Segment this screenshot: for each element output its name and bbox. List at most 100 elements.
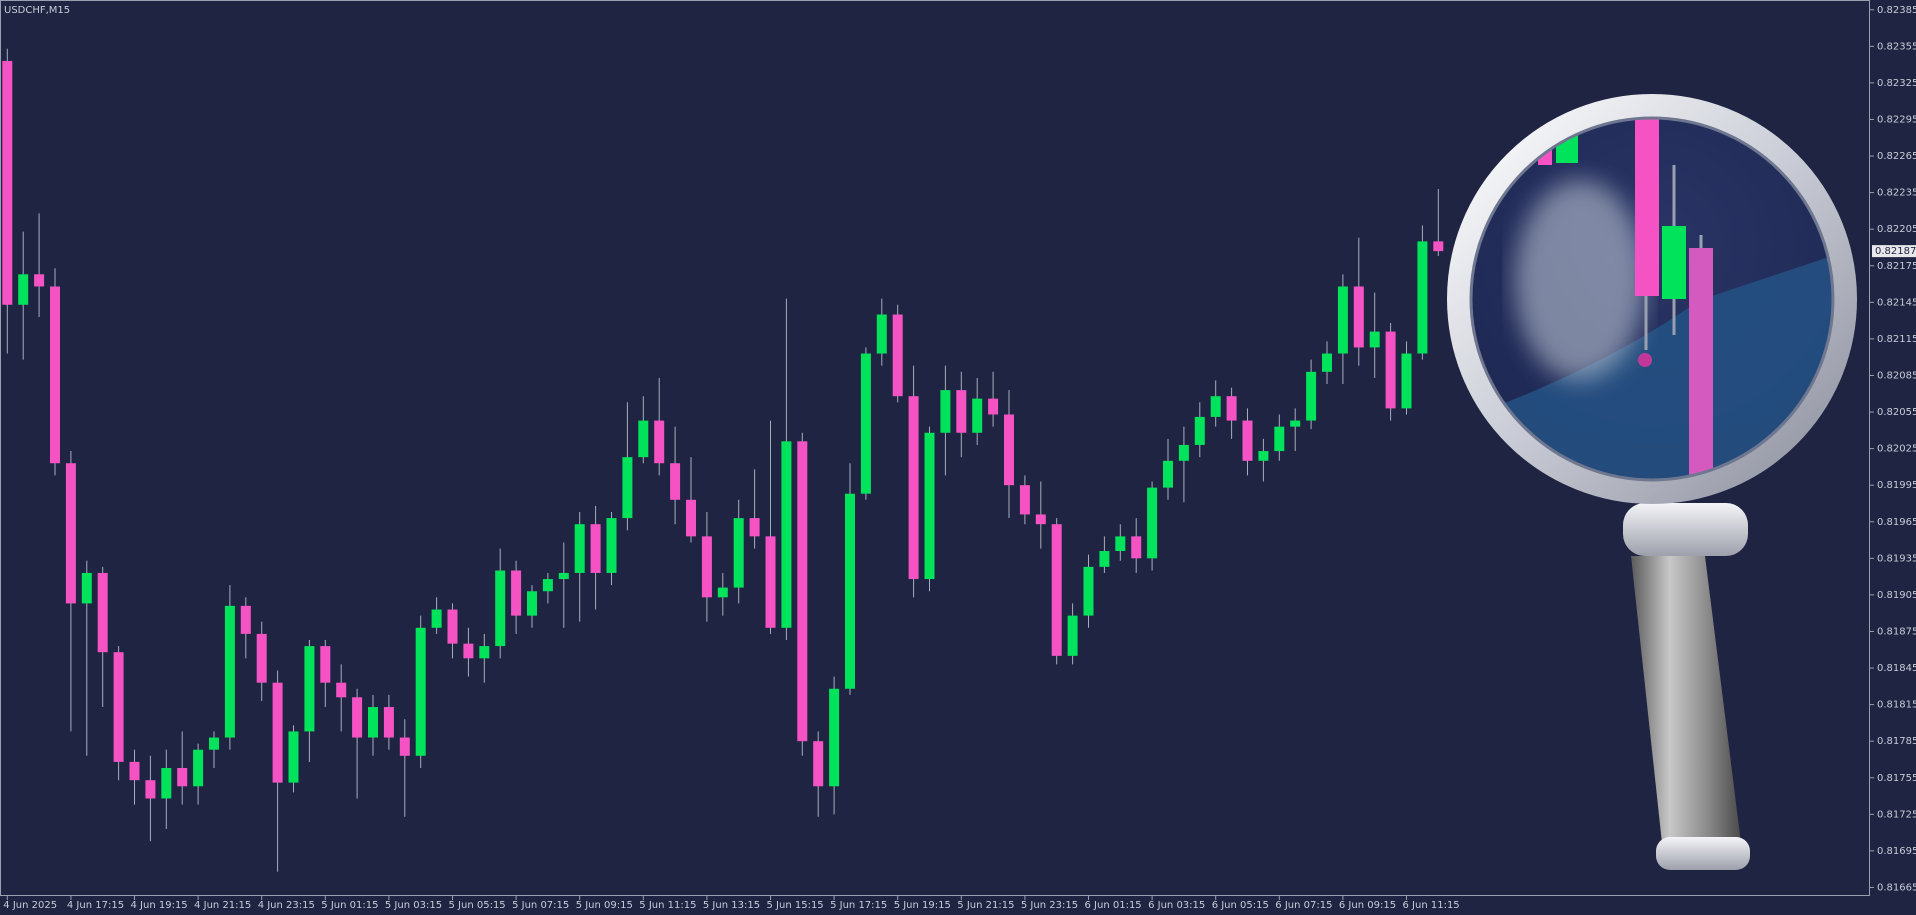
candle-body [1035,514,1046,525]
candle-body [447,609,458,644]
lens-edge [1469,116,1835,482]
magnifier-ring [1447,94,1857,504]
candle-body [860,353,871,494]
candle-body [1131,536,1142,559]
x-tick-label: 5 Jun 11:15 [639,900,696,911]
y-tick-label: 0.81995 [1877,480,1916,491]
y-tick-label: 0.81875 [1877,626,1916,637]
candle-body [1194,416,1205,445]
candle-body [527,591,537,616]
y-tick-label: 0.82115 [1877,334,1916,345]
magnifier-cap [1656,837,1750,870]
y-tick-label: 0.81845 [1877,663,1916,674]
candle-body [781,441,792,628]
candle-body [1210,396,1221,417]
x-tick-label: 4 Jun 17:15 [67,900,124,911]
candle-body [224,605,235,738]
candle-body [558,572,569,580]
candle-body [399,737,410,756]
candle-body [1369,331,1380,348]
x-tick-label: 6 Jun 03:15 [1148,900,1205,911]
candle-body [622,457,633,519]
candle-body [701,536,712,598]
y-tick-label: 0.81665 [1877,882,1916,893]
y-tick-label: 0.82385 [1877,5,1916,16]
x-tick-label: 5 Jun 03:15 [385,900,442,911]
lens-highlight [1515,180,1645,380]
candle-body [1226,396,1237,421]
x-tick-label: 6 Jun 01:15 [1085,900,1142,911]
lens-glow [1471,250,1833,480]
candle-body [908,396,919,580]
candle-body [415,627,426,756]
candle-body [813,741,824,787]
lens-candle [1662,226,1686,299]
candle-body [209,737,219,750]
candle-body [606,518,617,573]
x-tick-label: 6 Jun 11:15 [1403,900,1460,911]
y-tick-label: 0.82295 [1877,114,1916,125]
candle-body [1242,420,1253,461]
candle-body [34,274,45,287]
candle-body [479,646,490,659]
candle-body [1099,551,1110,567]
x-tick-label: 4 Jun 19:15 [131,900,188,911]
candle-body [161,768,172,799]
candle-body [717,587,728,598]
candle-body [368,707,378,738]
candle-body [352,697,363,738]
candle-body [383,707,394,738]
candle-body [2,60,13,305]
candle-body [50,286,60,464]
x-tick-label: 5 Jun 01:15 [321,900,378,911]
candle-body [129,761,140,781]
magnifier-collar [1623,503,1748,556]
candle-body [765,536,776,628]
candle-body [972,398,983,433]
y-tick-label: 0.82055 [1877,407,1916,418]
y-tick-label: 0.82085 [1877,370,1916,381]
candle-body [940,390,951,433]
last-price-box [1872,245,1916,258]
candle-body [1067,615,1078,656]
candle-body [542,579,553,592]
y-tick-label: 0.81725 [1877,809,1916,820]
x-tick-label: 6 Jun 05:15 [1212,900,1269,911]
candle-body [1337,286,1348,354]
y-tick-label: 0.81815 [1877,700,1916,711]
x-tick-label: 5 Jun 07:15 [512,900,569,911]
candle-body [1274,426,1285,452]
lens-dot [1638,353,1652,367]
candle-body [65,463,76,604]
candle-body [1290,420,1301,427]
y-tick-label: 0.82235 [1877,188,1916,199]
candle-body [431,609,442,628]
candle-body [256,633,267,683]
candle-body [240,605,251,634]
candle-body [686,499,696,537]
x-tick-label: 5 Jun 17:15 [830,900,887,911]
candle-body [511,570,522,616]
plot-border [0,0,1870,896]
candle-body [797,441,808,742]
x-tick-label: 5 Jun 05:15 [449,900,506,911]
candle-body [336,682,347,698]
x-tick-label: 4 Jun 21:15 [194,900,251,911]
candle-body [1163,460,1173,488]
candle-body [1147,487,1158,559]
chart-title: USDCHF,M15 [4,5,70,16]
candle-body [845,493,855,689]
y-tick-label: 0.81965 [1877,517,1916,528]
candle-body [638,420,649,458]
candle-body [924,432,935,580]
candle-body [1417,241,1428,354]
x-tick-label: 5 Jun 19:15 [894,900,951,911]
y-tick-label: 0.81905 [1877,590,1916,601]
x-tick-label: 5 Jun 15:15 [767,900,824,911]
y-tick-label: 0.82205 [1877,224,1916,235]
candle-body [18,274,29,305]
y-tick-label: 0.82265 [1877,151,1916,162]
x-tick-label: 5 Jun 13:15 [703,900,760,911]
candle-body [145,780,156,799]
candle-body [574,524,585,573]
